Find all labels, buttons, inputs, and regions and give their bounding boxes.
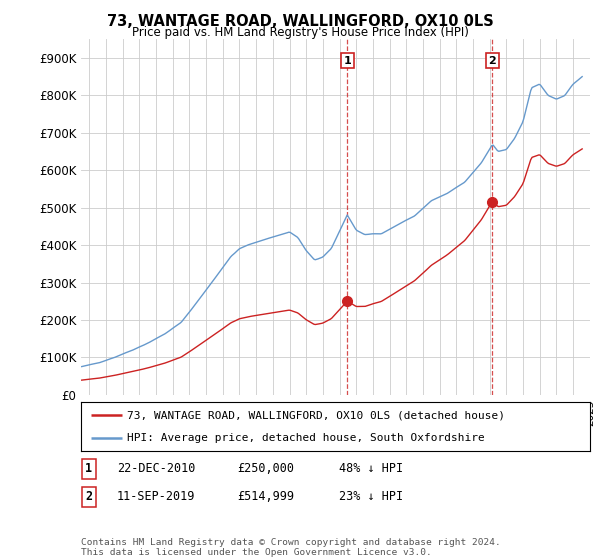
Text: £250,000: £250,000 [237,462,294,475]
Text: 73, WANTAGE ROAD, WALLINGFORD, OX10 0LS (detached house): 73, WANTAGE ROAD, WALLINGFORD, OX10 0LS … [127,410,505,421]
Text: Contains HM Land Registry data © Crown copyright and database right 2024.
This d: Contains HM Land Registry data © Crown c… [81,538,501,557]
Text: 2: 2 [488,55,496,66]
Text: 73, WANTAGE ROAD, WALLINGFORD, OX10 0LS: 73, WANTAGE ROAD, WALLINGFORD, OX10 0LS [107,14,493,29]
Text: 48% ↓ HPI: 48% ↓ HPI [339,462,403,475]
Text: 11-SEP-2019: 11-SEP-2019 [117,490,196,503]
Text: 22-DEC-2010: 22-DEC-2010 [117,462,196,475]
Text: 23% ↓ HPI: 23% ↓ HPI [339,490,403,503]
Text: Price paid vs. HM Land Registry's House Price Index (HPI): Price paid vs. HM Land Registry's House … [131,26,469,39]
Text: £514,999: £514,999 [237,490,294,503]
Text: 1: 1 [85,462,92,475]
Text: 2: 2 [85,490,92,503]
Text: HPI: Average price, detached house, South Oxfordshire: HPI: Average price, detached house, Sout… [127,433,485,444]
Text: 1: 1 [343,55,351,66]
